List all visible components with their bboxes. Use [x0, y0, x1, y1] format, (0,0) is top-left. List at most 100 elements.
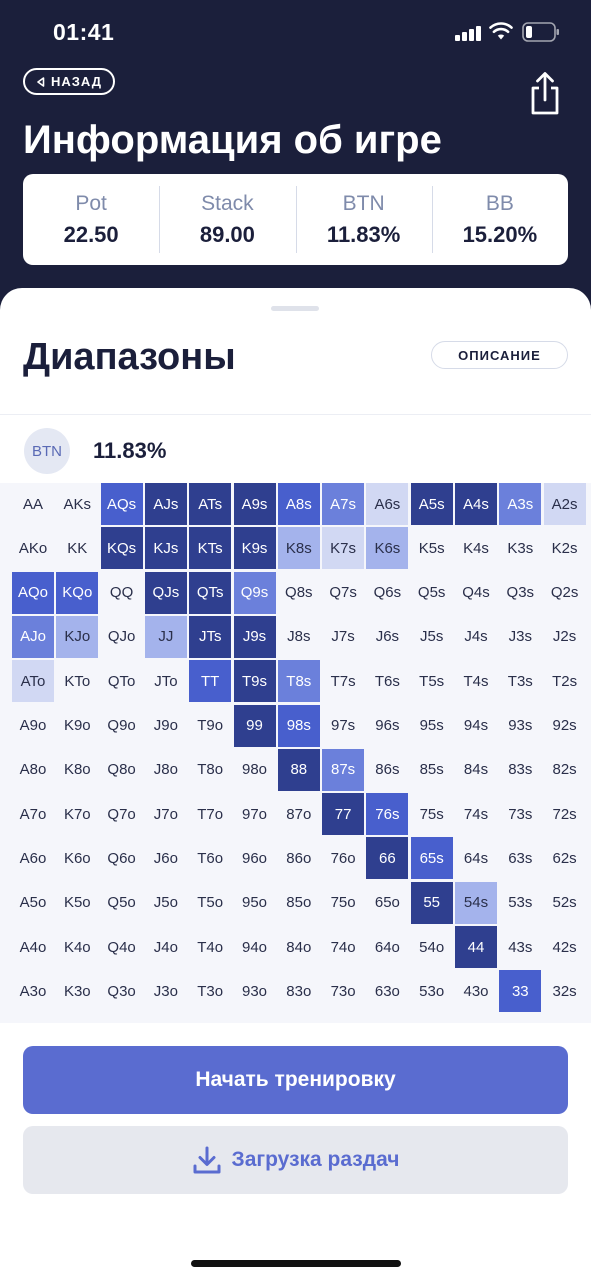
- hand-cell[interactable]: K3s: [507, 539, 534, 557]
- hand-cell[interactable]: 52s: [552, 894, 577, 912]
- hand-cell[interactable]: 95s: [419, 717, 444, 734]
- hand-cell[interactable]: A8s: [277, 483, 320, 525]
- hand-cell[interactable]: 85o: [286, 894, 312, 912]
- hand-cell[interactable]: TT: [189, 660, 232, 703]
- hand-cell[interactable]: Q4o: [107, 938, 136, 956]
- hand-cell[interactable]: 87s: [322, 748, 365, 791]
- hand-cell[interactable]: T9o: [197, 717, 224, 734]
- hand-cell[interactable]: 84s: [463, 761, 489, 779]
- hand-cell[interactable]: K5o: [63, 894, 91, 912]
- hand-cell[interactable]: QQ: [109, 584, 134, 602]
- hand-cell[interactable]: K4o: [63, 938, 91, 956]
- hand-cell[interactable]: KQo: [56, 571, 99, 614]
- hand-cell[interactable]: QTs: [189, 571, 232, 614]
- hand-cell[interactable]: A3s: [499, 483, 542, 525]
- hand-cell[interactable]: QJo: [107, 628, 136, 646]
- hand-cell[interactable]: 92s: [552, 717, 577, 734]
- hand-cell[interactable]: 96o: [241, 849, 268, 867]
- hand-cell[interactable]: AKo: [18, 539, 48, 557]
- hand-cell[interactable]: 63o: [374, 982, 400, 1000]
- hand-cell[interactable]: KK: [67, 539, 88, 557]
- hand-cell[interactable]: T6o: [197, 849, 224, 867]
- hand-cell[interactable]: A9o: [19, 717, 47, 734]
- hand-cell[interactable]: K6o: [63, 849, 91, 867]
- hand-cell[interactable]: AKs: [63, 495, 92, 513]
- hand-cell[interactable]: 97o: [241, 805, 268, 823]
- sheet-drag-handle[interactable]: [271, 306, 319, 311]
- hand-cell[interactable]: JTs: [189, 615, 232, 658]
- hand-cell[interactable]: 73s: [508, 805, 533, 823]
- hand-cell[interactable]: 85s: [419, 761, 444, 779]
- back-button[interactable]: НАЗАД: [23, 68, 115, 95]
- hand-cell[interactable]: A6o: [19, 849, 47, 867]
- hand-cell[interactable]: AQo: [12, 571, 54, 614]
- hand-cell[interactable]: 63s: [508, 849, 533, 867]
- hand-cell[interactable]: 33: [499, 970, 542, 1013]
- hand-cell[interactable]: K8o: [63, 761, 91, 779]
- hand-cell[interactable]: J8s: [287, 628, 311, 646]
- hand-cell[interactable]: Q7s: [329, 584, 357, 602]
- hand-cell[interactable]: 98s: [277, 704, 320, 747]
- hand-cell[interactable]: 64s: [463, 849, 489, 867]
- hand-cell[interactable]: J3s: [508, 628, 532, 646]
- hand-cell[interactable]: Q9o: [107, 717, 136, 734]
- hand-cell[interactable]: QJs: [144, 571, 187, 614]
- hand-cell[interactable]: KJo: [56, 615, 99, 658]
- hand-cell[interactable]: ATo: [12, 660, 54, 703]
- hand-cell[interactable]: 88: [277, 748, 320, 791]
- hand-cell[interactable]: Q3s: [506, 584, 535, 602]
- hand-cell[interactable]: KTo: [64, 672, 91, 690]
- hand-cell[interactable]: 83o: [286, 982, 312, 1000]
- hand-cell[interactable]: J5o: [153, 894, 178, 912]
- hand-cell[interactable]: 55: [410, 881, 453, 924]
- hand-cell[interactable]: K2s: [551, 539, 578, 557]
- hand-cell[interactable]: Q8o: [107, 761, 136, 779]
- hand-cell[interactable]: A8o: [19, 761, 47, 779]
- hand-cell[interactable]: 77: [322, 793, 365, 836]
- hand-cell[interactable]: Q5o: [107, 894, 136, 912]
- hand-cell[interactable]: A7s: [322, 483, 365, 525]
- hand-cell[interactable]: 97s: [331, 717, 356, 734]
- hand-cell[interactable]: KJs: [144, 527, 187, 570]
- description-button[interactable]: ОПИСАНИЕ: [431, 341, 568, 369]
- hand-cell[interactable]: T7o: [197, 805, 224, 823]
- hand-cell[interactable]: 66: [366, 837, 409, 880]
- hand-cell[interactable]: K7s: [322, 527, 365, 570]
- hand-cell[interactable]: K4s: [463, 539, 489, 557]
- hand-cell[interactable]: AA: [22, 495, 43, 513]
- hand-cell[interactable]: J2s: [552, 628, 577, 646]
- hand-cell[interactable]: 64o: [374, 938, 400, 956]
- hand-cell[interactable]: 87o: [286, 805, 312, 823]
- hand-cell[interactable]: Q2s: [550, 584, 579, 602]
- hand-cell[interactable]: AJo: [12, 615, 54, 658]
- hand-cell[interactable]: 65s: [410, 837, 453, 880]
- hand-cell[interactable]: T4s: [463, 672, 489, 690]
- hand-cell[interactable]: 43o: [463, 982, 489, 1000]
- hand-cell[interactable]: JJ: [144, 615, 187, 658]
- hand-cell[interactable]: A5o: [19, 894, 47, 912]
- hand-cell[interactable]: 73o: [330, 982, 356, 1000]
- hand-cell[interactable]: 86s: [375, 761, 400, 779]
- hand-cell[interactable]: T5s: [419, 672, 445, 690]
- hand-cell[interactable]: 44: [455, 926, 497, 968]
- hand-cell[interactable]: 94s: [463, 717, 489, 734]
- hand-cell[interactable]: 62s: [552, 849, 577, 867]
- hand-cell[interactable]: 99: [233, 704, 276, 747]
- hand-cell[interactable]: J7o: [153, 805, 178, 823]
- hand-cell[interactable]: J3o: [153, 982, 178, 1000]
- hand-cell[interactable]: K9s: [233, 527, 276, 570]
- hand-cell[interactable]: A6s: [366, 483, 409, 525]
- hand-cell[interactable]: J5s: [420, 628, 444, 646]
- hand-cell[interactable]: 75o: [330, 894, 356, 912]
- hand-cell[interactable]: T8o: [197, 761, 224, 779]
- hand-cell[interactable]: K5s: [418, 539, 445, 557]
- hand-cell[interactable]: J9s: [233, 615, 276, 658]
- hand-cell[interactable]: T9s: [233, 660, 276, 703]
- hand-cell[interactable]: A4o: [19, 938, 47, 956]
- hand-cell[interactable]: T3o: [197, 982, 224, 1000]
- hand-cell[interactable]: A3o: [19, 982, 47, 1000]
- hand-cell[interactable]: KQs: [100, 527, 143, 570]
- hand-cell[interactable]: 53s: [508, 894, 533, 912]
- upload-hands-button[interactable]: Загрузка раздач: [23, 1126, 568, 1194]
- hand-cell[interactable]: 86o: [286, 849, 312, 867]
